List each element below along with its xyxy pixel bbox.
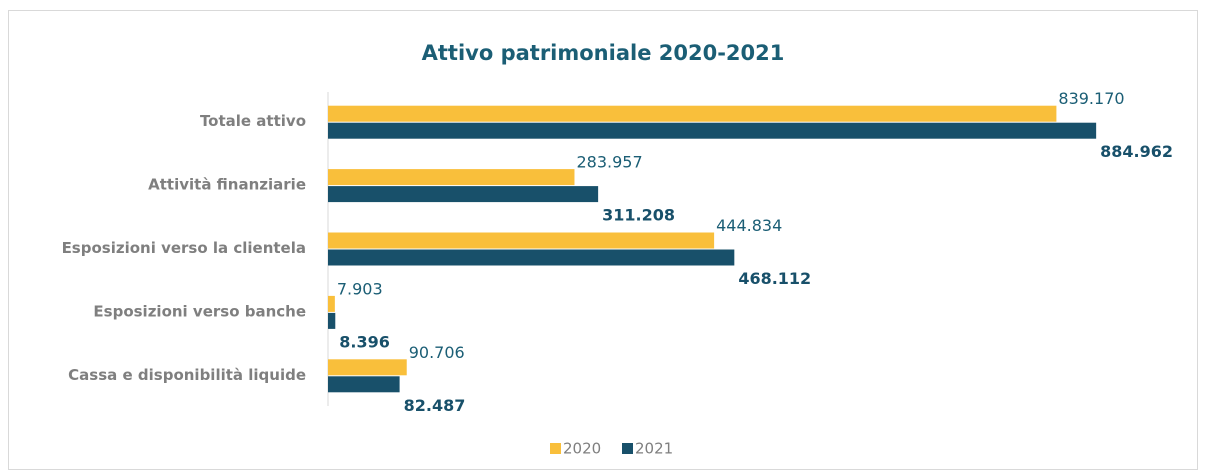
data-label: 311.208 [602, 206, 675, 225]
data-label: 283.957 [576, 153, 642, 172]
bar [328, 359, 407, 376]
legend-label: 2020 [563, 440, 601, 458]
bar [328, 169, 575, 186]
data-label: 7.903 [337, 279, 383, 298]
bar [328, 122, 1097, 139]
data-label: 82.487 [404, 396, 466, 415]
bar [328, 249, 735, 266]
data-label: 839.170 [1058, 89, 1124, 108]
bar [328, 376, 400, 393]
data-label: 884.962 [1100, 142, 1173, 161]
y-tick-label: Esposizioni verso la clientela [62, 239, 306, 257]
bar [328, 186, 599, 203]
data-label: 8.396 [339, 332, 390, 351]
chart-title: Attivo patrimoniale 2020-2021 [422, 41, 785, 65]
bar [328, 232, 715, 249]
legend-swatch [550, 443, 561, 454]
legend-swatch [622, 443, 633, 454]
y-tick-label: Attività finanziarie [148, 176, 306, 194]
data-label: 444.834 [716, 216, 782, 235]
data-label: 468.112 [738, 269, 811, 288]
data-label: 90.706 [409, 343, 465, 362]
y-tick-label: Cassa e disponibilità liquide [68, 366, 306, 384]
y-tick-label: Totale attivo [200, 112, 306, 130]
bar [328, 105, 1057, 122]
legend-label: 2021 [635, 440, 673, 458]
bar [328, 295, 335, 312]
bar [328, 312, 336, 329]
y-tick-label: Esposizioni verso banche [93, 302, 306, 320]
